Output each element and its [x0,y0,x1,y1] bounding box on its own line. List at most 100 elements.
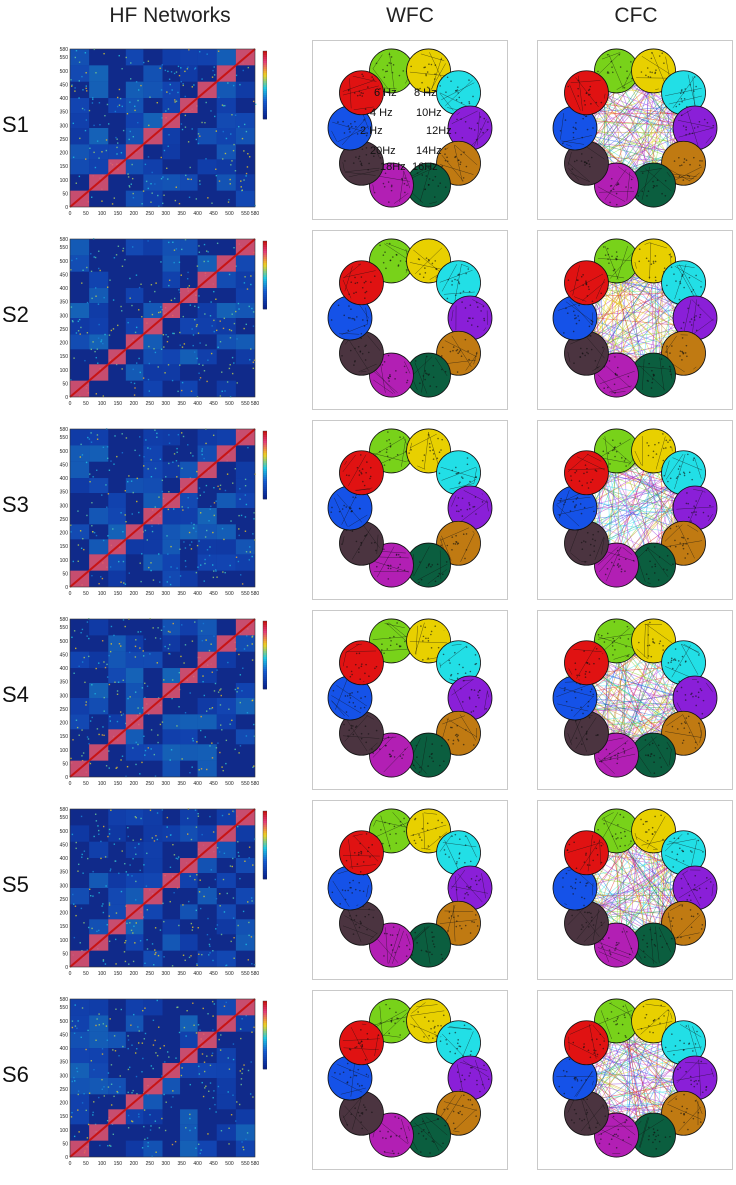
diag-line [69,569,90,588]
speck [103,52,105,55]
speck [161,490,164,493]
node-link [705,682,713,692]
speck [213,502,216,504]
speck [242,69,244,72]
speck [81,107,84,110]
speck [230,940,232,943]
speck [133,382,136,385]
offdiag-block [235,635,255,652]
node-dot [367,846,370,849]
speck [131,513,133,515]
speck [71,84,73,86]
speck [150,183,152,185]
speck [150,476,153,478]
offdiag-block [235,539,255,555]
speck [108,750,110,752]
speck [83,548,85,551]
speck [199,512,202,514]
speck [251,636,253,638]
node-dot [381,364,384,366]
node-dot [594,469,597,471]
offdiag-block [162,49,181,66]
speck [173,297,176,300]
node-link [597,52,621,75]
speck [254,103,257,105]
speck [74,87,76,89]
node-dot [456,677,459,680]
node-dot [455,733,458,736]
speck [209,945,211,947]
speck [175,248,178,250]
speck [168,241,170,244]
node-dot [428,87,430,89]
node-dot [676,690,679,693]
offdiag-block [108,524,126,540]
freq-label: 6 Hz [374,87,397,99]
node-link [636,648,648,659]
node-dot [682,537,685,539]
speck [215,747,218,749]
speck [98,583,100,585]
x-tick-label: 0 [69,401,72,407]
node-dot [603,246,605,248]
node-dot [458,510,460,513]
speck [103,710,105,712]
speck [252,533,254,535]
speck [121,433,123,435]
speck [156,436,158,438]
node-dot [616,366,619,369]
speck [81,856,83,858]
y-tick-label: 500 [60,449,69,455]
offdiag-block [89,873,109,888]
speck [168,491,170,493]
speck [221,390,223,393]
node-dot [462,290,465,293]
speck [166,836,168,838]
diag-line [216,634,237,653]
speck [155,282,157,284]
speck [204,558,206,561]
node-dot [395,370,397,372]
colorbar-segment [263,287,267,290]
node-link [568,668,573,675]
node-dot [613,621,616,623]
node-dot [612,637,615,640]
speck [166,826,168,828]
colorbar-segment [263,815,267,818]
speck [101,151,103,153]
node-dot [674,539,676,542]
node-dot [365,663,367,666]
node-dot [600,101,603,104]
node-dot [590,481,592,484]
speck [205,101,207,104]
node-dot [616,755,619,757]
node-dot [564,119,567,121]
speck [234,467,237,470]
node-dot [574,696,577,699]
speck [217,691,220,693]
node-dot [458,351,461,353]
node-link [676,506,714,510]
speck [107,493,110,495]
node-dot [652,641,655,644]
speck [167,364,170,366]
speck [96,140,99,142]
speck [81,661,84,663]
colorbar-segment [263,665,267,668]
speck [141,553,143,555]
node-link [562,135,593,143]
y-tick-label: 0 [65,395,68,401]
diag-line [142,317,164,336]
node-dot [612,269,615,272]
speck [135,639,137,641]
node-dot [452,346,455,348]
speck [249,359,251,361]
speck [206,53,208,55]
node-dot [625,645,627,648]
speck [91,196,93,198]
x-tick-label: 300 [162,971,171,977]
node-dot [365,290,368,293]
speck [240,186,242,188]
node-dot [600,292,602,295]
speck [97,303,100,305]
